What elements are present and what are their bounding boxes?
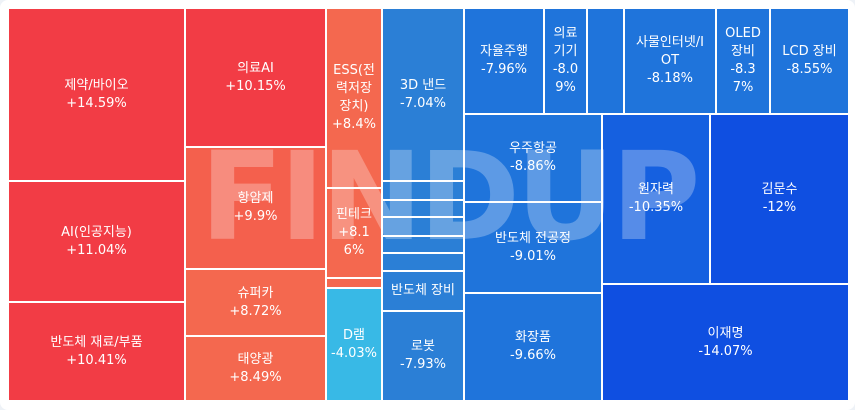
tile-label: 항암제 xyxy=(237,191,274,206)
tile-change: -7.96% xyxy=(481,62,527,77)
tile-small-blue-3[interactable] xyxy=(382,217,464,236)
tile-label: D램 xyxy=(343,327,365,343)
tile-label: 우주항공 xyxy=(509,141,557,156)
tile-change: -8.55% xyxy=(786,62,833,77)
tile-pharma[interactable]: 제약/바이오 +14.59% xyxy=(8,8,185,181)
sector-treemap: 제약/바이오 +14.59% AI(인공지능) +11.04% 반도체 재료/부… xyxy=(8,8,849,401)
tile-change: +8.4% xyxy=(332,117,376,132)
tile-label: 반도체 장비 xyxy=(391,283,455,298)
tile-label: AI(인공지능) xyxy=(61,224,132,240)
tile-semi-process[interactable]: 반도체 전공정 -9.01% xyxy=(464,202,602,293)
tile-change: -7.04% xyxy=(400,95,446,111)
tile-label: 김문수 xyxy=(761,182,798,197)
tile-change: +8.1 6% xyxy=(338,225,370,258)
tile-change: -10.35% xyxy=(628,200,684,215)
tile-change: -8.0 9% xyxy=(552,62,579,95)
tile-label: LCD 장비 xyxy=(782,44,837,59)
tile-label: 의료AI xyxy=(237,60,274,76)
tile-nuclear[interactable]: 원자력 -10.35% xyxy=(602,114,710,284)
tile-semi-material[interactable]: 반도체 재료/부품 +10.41% xyxy=(8,302,185,401)
tile-label: 핀테크 xyxy=(336,207,372,222)
tile-lcd-equipment[interactable]: LCD 장비 -8.55% xyxy=(770,8,849,114)
tile-label: 자율주행 xyxy=(480,44,528,59)
tile-change: -7.93% xyxy=(400,357,446,372)
tile-small-blue-5[interactable] xyxy=(382,253,464,271)
tile-semi-equipment[interactable]: 반도체 장비 xyxy=(382,271,464,311)
tile-anticancer[interactable]: 항암제 +9.9% xyxy=(185,147,326,269)
tile-small-blue-6[interactable] xyxy=(587,8,624,114)
tile-label: 제약/바이오 xyxy=(64,77,129,93)
tile-change: +8.72% xyxy=(229,303,282,319)
tile-medical-ai[interactable]: 의료AI +10.15% xyxy=(185,8,326,147)
tile-lee-jaemyung[interactable]: 이재명 -14.07% xyxy=(602,284,849,401)
tile-small-blue-4[interactable] xyxy=(382,236,464,253)
tile-label: 화장품 xyxy=(515,330,551,345)
tile-cosmetics[interactable]: 화장품 -9.66% xyxy=(464,293,602,401)
tile-change: +14.59% xyxy=(66,95,127,111)
tile-label: 반도체 전공정 xyxy=(495,230,571,246)
tile-small-blue-2[interactable] xyxy=(382,200,464,217)
tile-change: -8.18% xyxy=(647,71,693,86)
tile-change: +9.9% xyxy=(233,209,278,224)
tile-medical-device[interactable]: 의료 기기 -8.0 9% xyxy=(544,8,587,114)
tile-ess[interactable]: ESS(전 력저장 장치) +8.4% xyxy=(326,8,382,188)
tile-ai[interactable]: AI(인공지능) +11.04% xyxy=(8,181,185,302)
tile-change: -12% xyxy=(762,200,797,215)
tile-change: -8.86% xyxy=(510,159,556,174)
tile-small-red[interactable] xyxy=(326,278,382,288)
tile-iot[interactable]: 사물인터넷/I OT -8.18% xyxy=(624,8,716,114)
tile-supercar[interactable]: 슈퍼카 +8.72% xyxy=(185,269,326,336)
tile-label: 3D 낸드 xyxy=(399,77,447,93)
tile-change: -14.07% xyxy=(698,343,753,359)
tile-change: -9.66% xyxy=(510,348,556,363)
tile-fintech[interactable]: 핀테크 +8.1 6% xyxy=(326,188,382,278)
tile-label: ESS(전 력저장 장치) xyxy=(333,63,375,114)
tile-small-blue-1[interactable] xyxy=(382,181,464,200)
tile-kim-moonsoo[interactable]: 김문수 -12% xyxy=(710,114,849,284)
tile-change: +8.49% xyxy=(229,369,282,385)
tile-autonomous[interactable]: 자율주행 -7.96% xyxy=(464,8,544,114)
tile-change: -4.03% xyxy=(331,345,377,361)
tile-solar[interactable]: 태양광 +8.49% xyxy=(185,336,326,401)
tile-label: OLED 장비 xyxy=(725,26,761,59)
tile-3d-nand[interactable]: 3D 낸드 -7.04% xyxy=(382,8,464,181)
tile-label: 사물인터넷/I OT xyxy=(635,35,704,68)
tile-label: 이재명 xyxy=(707,325,744,341)
tile-change: -8.3 7% xyxy=(730,62,756,95)
tile-label: 반도체 재료/부품 xyxy=(50,334,143,350)
tile-change: +11.04% xyxy=(66,242,127,258)
tile-oled-equipment[interactable]: OLED 장비 -8.3 7% xyxy=(716,8,770,114)
tile-label: 의료 기기 xyxy=(553,26,578,59)
tile-robot[interactable]: 로봇 -7.93% xyxy=(382,311,464,401)
tile-label: 태양광 xyxy=(237,351,274,367)
tile-change: -9.01% xyxy=(510,248,556,264)
tile-label: 슈퍼카 xyxy=(237,285,274,301)
tile-dram[interactable]: D램 -4.03% xyxy=(326,288,382,401)
tile-aerospace[interactable]: 우주항공 -8.86% xyxy=(464,114,602,202)
tile-change: +10.15% xyxy=(225,78,286,94)
tile-label: 로봇 xyxy=(411,339,435,354)
tile-change: +10.41% xyxy=(66,352,127,368)
tile-label: 원자력 xyxy=(638,182,674,197)
